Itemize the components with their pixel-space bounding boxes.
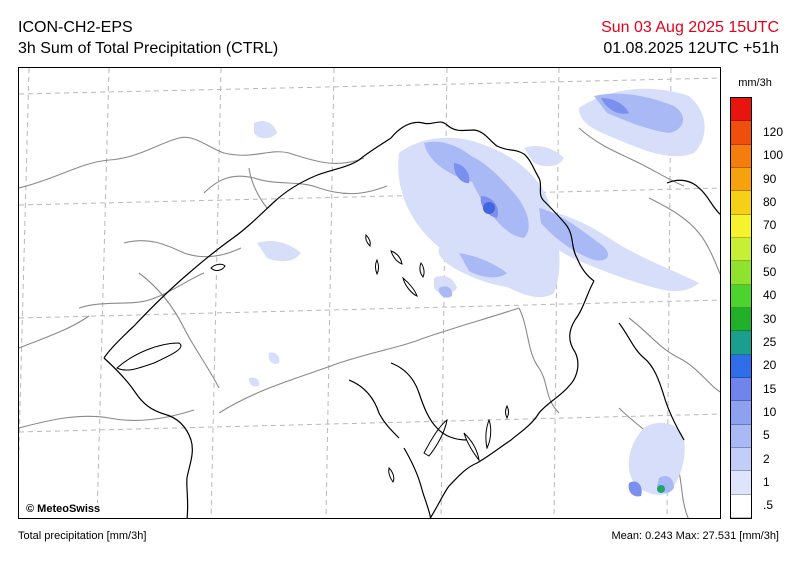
legend-swatch — [731, 238, 751, 262]
valid-time: Sun 03 Aug 2025 15UTC — [601, 19, 779, 36]
national-borders — [103, 121, 720, 518]
legend-swatch — [731, 214, 751, 238]
legend-tick-label: 50 — [763, 265, 777, 279]
legend-tick-label: 30 — [763, 311, 777, 326]
legend-tick-label: 2 — [763, 451, 770, 466]
map-canvas — [19, 68, 720, 518]
regional-borders — [19, 127, 720, 518]
legend-tick-label: 40 — [763, 288, 777, 303]
model-title: ICON-CH2-EPS — [18, 19, 133, 36]
legend-swatch — [731, 144, 751, 168]
legend-swatch — [731, 284, 751, 308]
legend-tick-label: 1 — [763, 475, 770, 489]
legend-tick-label: 70 — [763, 218, 777, 233]
legend-swatch — [731, 308, 751, 332]
run-time: 01.08.2025 12UTC +51h — [603, 40, 779, 57]
legend-swatch — [731, 448, 751, 472]
legend-tick-label: 90 — [763, 171, 777, 186]
legend-swatch — [731, 261, 751, 285]
legend-tick-label: 80 — [763, 195, 777, 209]
legend-swatch — [731, 168, 751, 192]
legend-tick-label: 20 — [763, 358, 777, 373]
footer-variable: Total precipitation [mm/3h] — [18, 530, 147, 542]
legend-tick-label: 15 — [763, 381, 777, 396]
legend-swatch — [731, 98, 751, 122]
legend-swatch — [731, 121, 751, 145]
color-legend — [730, 97, 752, 519]
legend-swatch — [731, 378, 751, 402]
legend-swatch — [731, 354, 751, 378]
credit-label: © MeteoSwiss — [24, 503, 103, 515]
precip-peak — [483, 202, 665, 493]
legend-tick-label: 5 — [763, 428, 770, 443]
legend-tick-label: 120 — [763, 125, 784, 139]
product-title: 3h Sum of Total Precipitation (CTRL) — [18, 40, 279, 57]
legend-swatch — [731, 401, 751, 425]
legend-swatch — [731, 424, 751, 448]
legend-swatch — [731, 471, 751, 495]
legend-tick-label: 60 — [763, 241, 777, 256]
legend-tick-label: 100 — [763, 148, 784, 163]
precip-strong — [453, 98, 642, 497]
legend-tick-label: 10 — [763, 405, 777, 419]
legend-swatch — [731, 494, 751, 518]
precip-light — [248, 88, 705, 495]
footer-stats: Mean: 0.243 Max: 27.531 [mm/3h] — [611, 530, 779, 542]
legend-swatch — [731, 331, 751, 355]
legend-tick-label: .5 — [763, 498, 774, 513]
legend-unit: mm/3h — [738, 77, 772, 89]
precipitation-map[interactable] — [18, 67, 721, 519]
legend-tick-label: 25 — [763, 335, 777, 349]
legend-swatch — [731, 191, 751, 215]
